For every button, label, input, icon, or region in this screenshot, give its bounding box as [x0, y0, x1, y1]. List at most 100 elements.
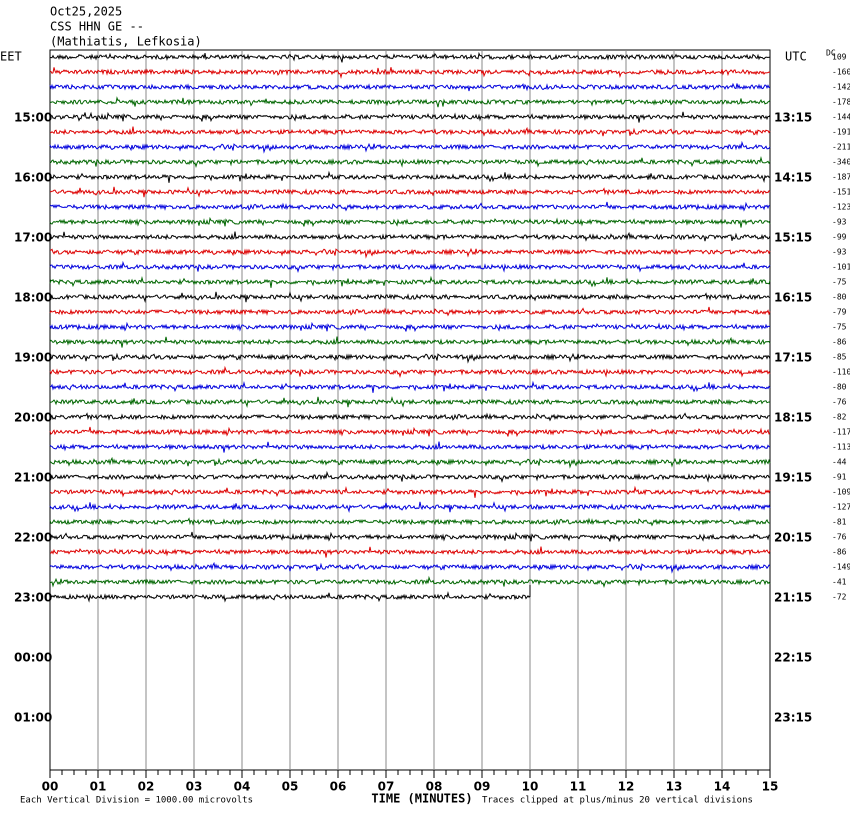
trace	[49, 591, 531, 603]
x-tick-label: 06	[330, 780, 347, 794]
dc-offset: -101	[832, 263, 850, 272]
trace	[49, 216, 771, 228]
left-time: 00:00	[14, 651, 52, 665]
dc-offset: -86	[832, 548, 847, 557]
trace	[49, 517, 771, 527]
dc-offset: -75	[832, 323, 847, 332]
x-tick-label: 00	[42, 780, 59, 794]
dc-offset: -211	[832, 143, 850, 152]
left-time: 15:00	[14, 111, 52, 125]
trace	[49, 485, 771, 498]
trace	[49, 561, 771, 574]
clip-note: Traces clipped at plus/minus 20 vertical…	[482, 796, 753, 806]
right-time: 21:15	[774, 591, 812, 605]
x-tick-label: 12	[618, 780, 635, 794]
right-time: 19:15	[774, 471, 812, 485]
dc-offset: -149	[832, 563, 850, 572]
left-zone: EET	[0, 50, 22, 64]
dc-offset: -80	[832, 293, 847, 302]
location: (Mathiatis, Lefkosia)	[50, 35, 202, 49]
dc-offset: -72	[832, 593, 847, 602]
date: Oct25,2025	[50, 5, 122, 19]
dc-offset: -85	[832, 353, 847, 362]
x-tick-label: 15	[762, 780, 779, 794]
x-tick-label: 08	[426, 780, 443, 794]
trace	[49, 456, 771, 469]
dc-offset: -82	[832, 413, 847, 422]
dc-offset: 109	[832, 53, 847, 62]
plot-frame	[49, 49, 771, 771]
dc-offset: -340	[832, 158, 850, 167]
trace	[49, 51, 771, 63]
trace	[49, 336, 771, 348]
dc-offset: -109	[832, 488, 850, 497]
trace	[49, 531, 771, 543]
trace	[49, 82, 771, 92]
left-time: 18:00	[14, 291, 52, 305]
dc-offset: -75	[832, 278, 847, 287]
trace	[49, 352, 771, 364]
trace	[49, 412, 770, 422]
trace	[49, 441, 771, 453]
dc-offset: -160	[832, 68, 850, 77]
dc-offset: -91	[832, 473, 847, 482]
right-time: 23:15	[774, 711, 812, 725]
dc-offset: -117	[832, 428, 850, 437]
trace	[49, 186, 771, 198]
x-tick-label: 01	[90, 780, 107, 794]
left-time: 17:00	[14, 231, 52, 245]
x-title: TIME (MINUTES)	[371, 792, 472, 806]
x-tick-label: 04	[234, 780, 251, 794]
trace	[49, 365, 771, 378]
dc-offset: -187	[832, 173, 850, 182]
dc-offset: -93	[832, 218, 847, 227]
dc-offset: -99	[832, 233, 847, 242]
left-time: 20:00	[14, 411, 52, 425]
right-time: 17:15	[774, 351, 812, 365]
trace	[49, 231, 771, 242]
x-tick-label: 07	[378, 780, 395, 794]
dc-offset: -142	[832, 83, 850, 92]
right-time: 14:15	[774, 171, 812, 185]
dc-offset: -76	[832, 398, 847, 407]
trace	[49, 247, 771, 259]
trace	[49, 96, 771, 108]
scale-note: Each Vertical Division = 1000.00 microvo…	[20, 796, 253, 806]
trace	[50, 396, 771, 409]
trace	[49, 67, 771, 79]
right-time: 22:15	[774, 651, 812, 665]
left-time: 21:00	[14, 471, 52, 485]
x-tick-label: 03	[186, 780, 203, 794]
dc-offset: -110	[832, 368, 850, 377]
left-time: 16:00	[14, 171, 52, 185]
trace	[49, 170, 771, 184]
x-tick-label: 09	[474, 780, 491, 794]
dc-offset: -81	[832, 518, 847, 527]
dc-offset: -41	[832, 578, 847, 587]
dc-offset: -127	[832, 503, 850, 512]
right-zone: UTC	[785, 50, 807, 64]
trace	[49, 575, 771, 588]
x-tick-label: 14	[714, 780, 731, 794]
station: CSS HHN GE --	[50, 20, 144, 34]
dc-offset: -76	[832, 533, 847, 542]
x-tick-label: 05	[282, 780, 299, 794]
left-time: 23:00	[14, 591, 52, 605]
dc-offset: -80	[832, 383, 847, 392]
left-time: 01:00	[14, 711, 52, 725]
trace	[49, 291, 771, 304]
x-tick-label: 10	[522, 780, 539, 794]
trace	[49, 470, 771, 483]
trace	[49, 260, 771, 273]
trace	[49, 156, 771, 168]
trace	[49, 306, 771, 317]
x-tick-label: 02	[138, 780, 155, 794]
right-time: 20:15	[774, 531, 812, 545]
right-time: 16:15	[774, 291, 812, 305]
left-time: 22:00	[14, 531, 52, 545]
x-tick-label: 13	[666, 780, 683, 794]
right-time: 13:15	[774, 111, 812, 125]
trace	[49, 111, 771, 123]
trace	[49, 321, 771, 333]
